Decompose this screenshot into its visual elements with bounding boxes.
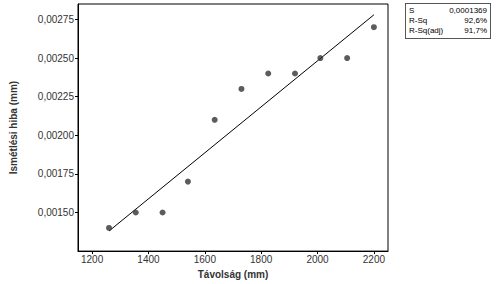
- svg-text:2000: 2000: [306, 254, 329, 265]
- svg-text:2200: 2200: [363, 254, 386, 265]
- html-text:S: S: [409, 6, 415, 15]
- html-text:92,6%: 92,6%: [464, 16, 487, 25]
- html-text:0,0001369: 0,0001369: [449, 6, 487, 15]
- html-text:91,7%: 91,7%: [464, 26, 487, 35]
- svg-text:1800: 1800: [250, 254, 273, 265]
- svg-text:0,00275: 0,00275: [38, 14, 75, 25]
- svg-text:1200: 1200: [81, 254, 104, 265]
- svg-text:0,00150: 0,00150: [38, 207, 75, 218]
- svg-text:Ismétlési hiba (mm): Ismétlési hiba (mm): [8, 81, 19, 174]
- html-text:R-Sq: R-Sq: [409, 16, 428, 25]
- svg-text:0,00250: 0,00250: [38, 53, 75, 64]
- html-text:R-Sq(adj): R-Sq(adj): [409, 26, 444, 35]
- svg-text:0,00225: 0,00225: [38, 91, 75, 102]
- svg-text:0,00200: 0,00200: [38, 130, 75, 141]
- svg-text:1600: 1600: [194, 254, 217, 265]
- svg-text:Távolság (mm): Távolság (mm): [198, 269, 269, 280]
- svg-text:1400: 1400: [137, 254, 160, 265]
- svg-text:0,00175: 0,00175: [38, 168, 75, 179]
